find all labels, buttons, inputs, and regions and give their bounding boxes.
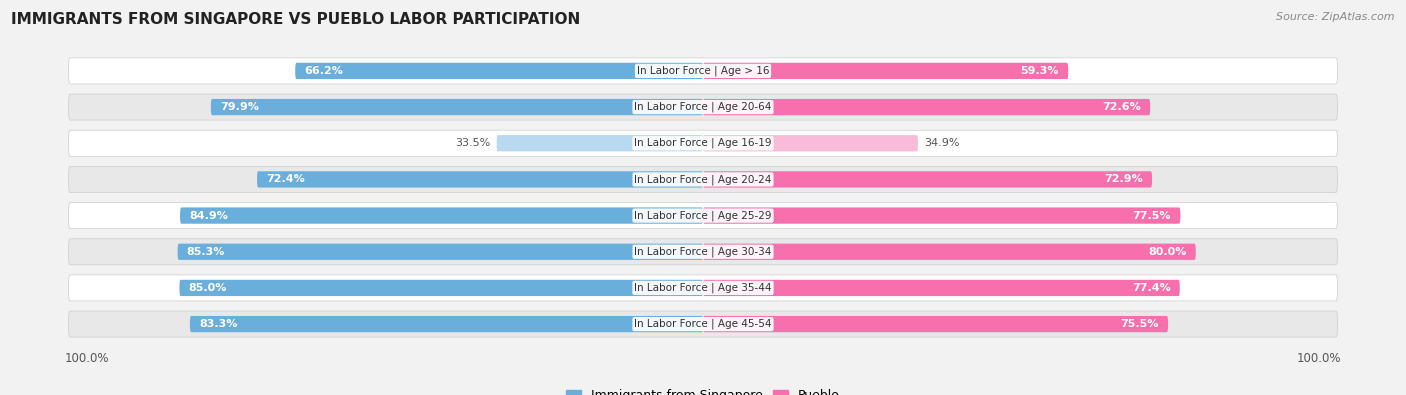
FancyBboxPatch shape [69, 58, 1337, 84]
FancyBboxPatch shape [69, 166, 1337, 192]
Text: 79.9%: 79.9% [221, 102, 259, 112]
FancyBboxPatch shape [703, 316, 1168, 332]
FancyBboxPatch shape [703, 207, 1181, 224]
FancyBboxPatch shape [496, 135, 703, 151]
FancyBboxPatch shape [69, 130, 1337, 156]
Text: 84.9%: 84.9% [190, 211, 228, 220]
FancyBboxPatch shape [69, 203, 1337, 229]
Text: 72.9%: 72.9% [1104, 175, 1143, 184]
FancyBboxPatch shape [180, 280, 703, 296]
Text: In Labor Force | Age > 16: In Labor Force | Age > 16 [637, 66, 769, 76]
FancyBboxPatch shape [69, 275, 1337, 301]
FancyBboxPatch shape [703, 171, 1152, 188]
Text: In Labor Force | Age 35-44: In Labor Force | Age 35-44 [634, 283, 772, 293]
Text: In Labor Force | Age 20-24: In Labor Force | Age 20-24 [634, 174, 772, 185]
Text: In Labor Force | Age 25-29: In Labor Force | Age 25-29 [634, 210, 772, 221]
Text: 34.9%: 34.9% [924, 138, 960, 148]
FancyBboxPatch shape [703, 244, 1195, 260]
FancyBboxPatch shape [190, 316, 703, 332]
Text: 59.3%: 59.3% [1021, 66, 1059, 76]
FancyBboxPatch shape [69, 311, 1337, 337]
FancyBboxPatch shape [257, 171, 703, 188]
Text: 77.4%: 77.4% [1132, 283, 1171, 293]
FancyBboxPatch shape [703, 99, 1150, 115]
Text: 66.2%: 66.2% [305, 66, 343, 76]
Text: In Labor Force | Age 20-64: In Labor Force | Age 20-64 [634, 102, 772, 112]
FancyBboxPatch shape [69, 239, 1337, 265]
FancyBboxPatch shape [211, 99, 703, 115]
FancyBboxPatch shape [69, 94, 1337, 120]
Text: 72.6%: 72.6% [1102, 102, 1140, 112]
FancyBboxPatch shape [177, 244, 703, 260]
FancyBboxPatch shape [703, 280, 1180, 296]
FancyBboxPatch shape [295, 63, 703, 79]
Text: In Labor Force | Age 45-54: In Labor Force | Age 45-54 [634, 319, 772, 329]
Text: 72.4%: 72.4% [266, 175, 305, 184]
Text: 83.3%: 83.3% [200, 319, 238, 329]
Text: 77.5%: 77.5% [1133, 211, 1171, 220]
Text: In Labor Force | Age 16-19: In Labor Force | Age 16-19 [634, 138, 772, 149]
Text: 75.5%: 75.5% [1121, 319, 1159, 329]
Text: 85.0%: 85.0% [188, 283, 226, 293]
Text: Source: ZipAtlas.com: Source: ZipAtlas.com [1277, 12, 1395, 22]
FancyBboxPatch shape [180, 207, 703, 224]
Text: 80.0%: 80.0% [1149, 247, 1187, 257]
Text: In Labor Force | Age 30-34: In Labor Force | Age 30-34 [634, 246, 772, 257]
FancyBboxPatch shape [703, 135, 918, 151]
Text: 85.3%: 85.3% [187, 247, 225, 257]
Text: IMMIGRANTS FROM SINGAPORE VS PUEBLO LABOR PARTICIPATION: IMMIGRANTS FROM SINGAPORE VS PUEBLO LABO… [11, 12, 581, 27]
FancyBboxPatch shape [703, 63, 1069, 79]
Legend: Immigrants from Singapore, Pueblo: Immigrants from Singapore, Pueblo [561, 384, 845, 395]
Text: 33.5%: 33.5% [456, 138, 491, 148]
